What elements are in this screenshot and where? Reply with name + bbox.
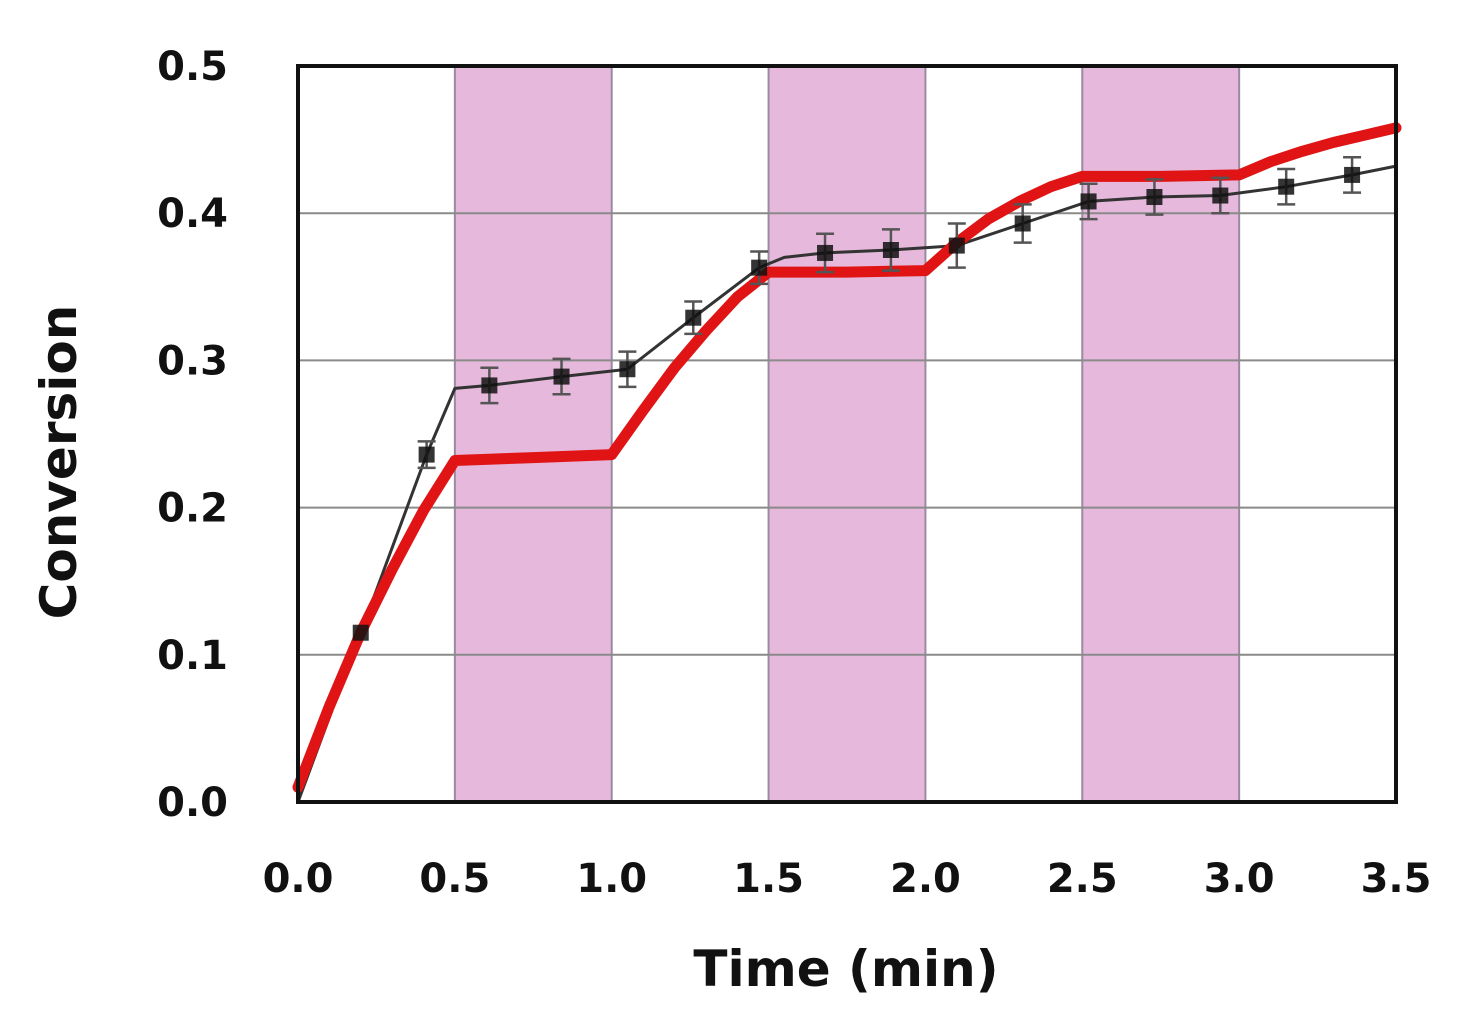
series-model-line (292, 122, 1402, 793)
data-point (817, 244, 834, 261)
x-tick-label: 3.0 (1204, 856, 1275, 902)
x-tick-labels: 0.0 0.5 1.0 1.5 2.0 2.5 3.0 3.5 (263, 856, 1432, 902)
x-tick-label: 2.5 (1047, 856, 1118, 902)
data-point (1014, 215, 1031, 232)
y-tick-labels: 0.0 0.1 0.2 0.3 0.4 0.5 (157, 44, 228, 826)
data-point (751, 259, 768, 276)
x-tick-label: 1.0 (576, 856, 647, 902)
shaded-interval-1 (767, 65, 927, 803)
y-tick-label: 0.4 (157, 191, 228, 237)
data-point (352, 624, 369, 641)
series-experimental-line (296, 164, 1397, 803)
data-point (619, 361, 636, 378)
data-point (1344, 166, 1361, 183)
data-point (418, 446, 435, 463)
data-point (1212, 187, 1229, 204)
data-point (1146, 189, 1163, 206)
plot-frame (296, 64, 1398, 804)
data-point (1278, 178, 1295, 195)
data-point (481, 377, 498, 394)
data-point (1080, 193, 1097, 210)
data-point (882, 242, 899, 258)
data-point (685, 309, 702, 326)
y-tick-label: 0.1 (157, 633, 228, 679)
x-tick-label: 3.5 (1361, 856, 1432, 902)
y-tick-label: 0.2 (157, 486, 228, 532)
x-axis-label: Time (min) (693, 940, 998, 998)
y-tick-label: 0.5 (157, 44, 228, 90)
shaded-interval-0 (453, 65, 613, 803)
x-tick-label: 2.0 (890, 856, 961, 902)
x-tick-label: 0.5 (419, 856, 490, 902)
y-axis-label: Conversion (30, 305, 88, 620)
x-tick-label: 0.0 (263, 856, 334, 902)
data-point (553, 368, 570, 385)
x-tick-label: 1.5 (733, 856, 804, 902)
series-layer (292, 122, 1402, 803)
y-tick-label: 0.3 (157, 338, 228, 384)
y-tick-label: 0.0 (157, 780, 228, 826)
data-point (948, 237, 965, 254)
